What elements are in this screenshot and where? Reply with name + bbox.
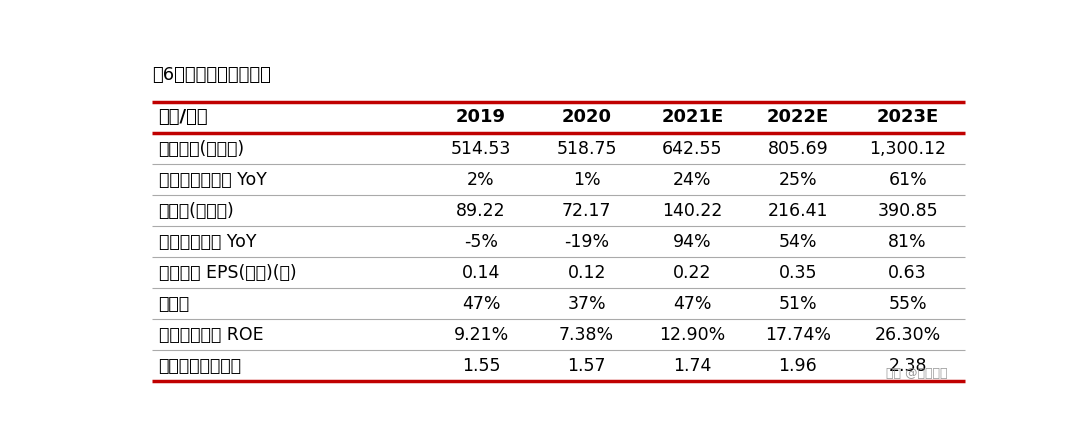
Text: 81%: 81% [889,233,926,251]
Text: 805.69: 805.69 [768,139,828,158]
Text: 61%: 61% [889,171,927,189]
Text: 17.74%: 17.74% [765,326,831,344]
Text: 1.57: 1.57 [568,357,605,375]
Text: 47%: 47% [462,295,501,313]
Text: 净利润(百万元): 净利润(百万元) [159,202,235,220]
Text: 2021E: 2021E [662,108,723,126]
Text: 0.63: 0.63 [889,264,926,282]
Text: 1,300.12: 1,300.12 [869,139,946,158]
Text: 54%: 54% [778,233,817,251]
Text: 净利润增长率 YoY: 净利润增长率 YoY [159,233,256,251]
Text: 头条 @远瞻智库: 头条 @远瞻智库 [886,367,948,380]
Text: 514.53: 514.53 [451,139,511,158]
Text: 0.35: 0.35 [778,264,817,282]
Text: 2023E: 2023E [877,108,938,126]
Text: 项目/年度: 项目/年度 [159,108,209,126]
Text: 2020: 2020 [562,108,612,126]
Text: 营业收入增长率 YoY: 营业收入增长率 YoY [159,171,266,189]
Text: 营业收入(百万元): 营业收入(百万元) [159,139,244,158]
Text: 390.85: 390.85 [878,202,938,220]
Text: 37%: 37% [568,295,606,313]
Text: 7.38%: 7.38% [559,326,614,344]
Text: 2022E: 2022E [766,108,829,126]
Text: 1.96: 1.96 [778,357,817,375]
Text: 216.41: 216.41 [768,202,828,220]
Text: 2%: 2% [467,171,495,189]
Text: 9.21%: 9.21% [453,326,509,344]
Text: 毛利率: 毛利率 [159,295,189,313]
Text: 89.22: 89.22 [456,202,506,220]
Text: 1.74: 1.74 [673,357,711,375]
Text: 24%: 24% [673,171,711,189]
Text: 94%: 94% [673,233,711,251]
Text: 净资产收益率 ROE: 净资产收益率 ROE [159,326,263,344]
Text: 1%: 1% [573,171,600,189]
Text: 每股净资产（元）: 每股净资产（元） [159,357,241,375]
Text: 0.12: 0.12 [568,264,605,282]
Text: 2019: 2019 [456,108,506,126]
Text: 47%: 47% [673,295,711,313]
Text: 25%: 25% [778,171,817,189]
Text: 2.38: 2.38 [889,357,926,375]
Text: 每股收益 EPS(基本)(元): 每股收益 EPS(基本)(元) [159,264,296,282]
Text: 0.22: 0.22 [673,264,711,282]
Text: 55%: 55% [889,295,926,313]
Text: 0.14: 0.14 [462,264,501,282]
Text: -5%: -5% [464,233,498,251]
Text: 表6：公司盈利预测简表: 表6：公司盈利预测简表 [151,66,270,84]
Text: 72.17: 72.17 [562,202,612,220]
Text: 12.90%: 12.90% [659,326,725,344]
Text: 1.55: 1.55 [462,357,501,375]
Text: 51%: 51% [778,295,817,313]
Text: 642.55: 642.55 [662,139,722,158]
Text: 26.30%: 26.30% [875,326,940,344]
Text: 140.22: 140.22 [662,202,722,220]
Text: -19%: -19% [564,233,610,251]
Text: 518.75: 518.75 [557,139,617,158]
